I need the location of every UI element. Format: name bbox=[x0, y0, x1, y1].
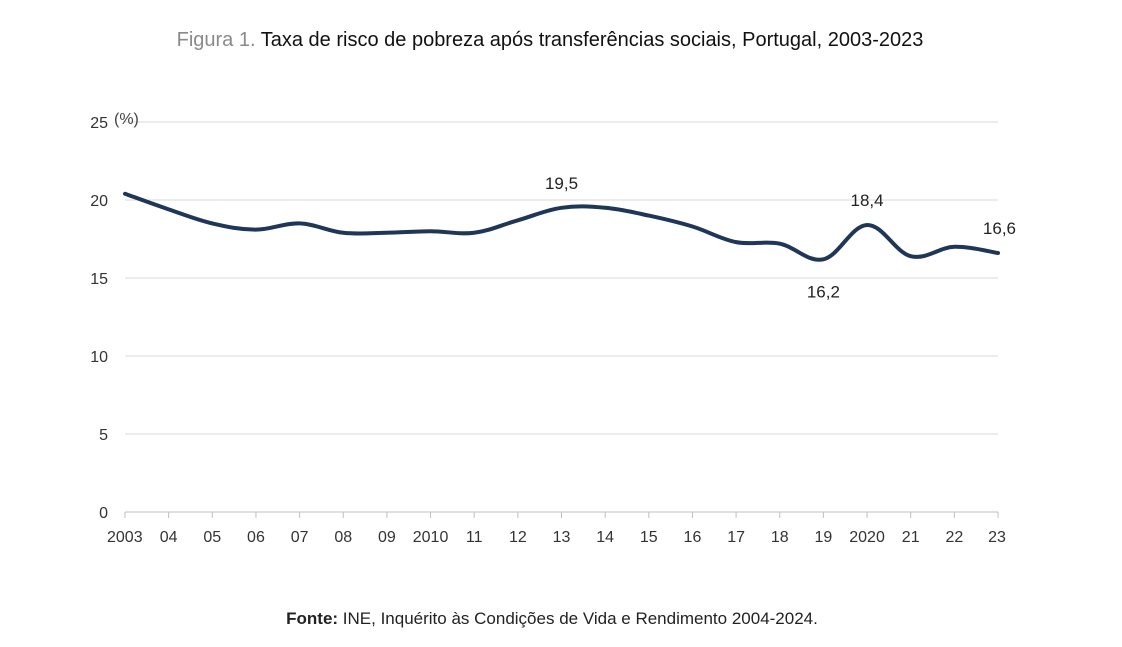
source-text: INE, Inquérito às Condições de Vida e Re… bbox=[342, 609, 818, 628]
x-tick-label: 05 bbox=[203, 529, 221, 546]
source-label: Fonte: bbox=[286, 609, 339, 628]
x-tick-label: 07 bbox=[291, 529, 309, 546]
y-tick-label: 0 bbox=[99, 505, 108, 522]
y-axis-unit-label: (%) bbox=[114, 111, 139, 128]
x-tick-label: 04 bbox=[160, 529, 178, 546]
data-label: 19,5 bbox=[545, 174, 578, 193]
x-tick-label: 2003 bbox=[107, 529, 143, 546]
series-line bbox=[123, 191, 1000, 262]
figure-number: Figura 1. bbox=[176, 29, 256, 51]
x-tick-label: 15 bbox=[640, 529, 658, 546]
data-label: 18,4 bbox=[851, 191, 884, 210]
x-axis: 2003 04 05 06 07 08 09 2010 11 12 13 14 15 16 17 18 19 20… bbox=[107, 512, 1006, 546]
x-tick-label: 12 bbox=[509, 529, 527, 546]
data-labels: 19,5 16,2 18,4 16,6 bbox=[545, 174, 1016, 301]
x-tick-label: 16 bbox=[684, 529, 702, 546]
y-tick-label: 20 bbox=[90, 193, 108, 210]
source-note: Fonte: INE, Inquérito às Condições de Vi… bbox=[0, 608, 1104, 630]
figure-title: Taxa de risco de pobreza após transferên… bbox=[260, 29, 924, 51]
y-tick-label: 5 bbox=[99, 427, 108, 444]
chart-title: Figura 1. Taxa de risco de pobreza após … bbox=[0, 27, 1100, 53]
x-tick-label: 18 bbox=[771, 529, 789, 546]
y-tick-label: 10 bbox=[90, 349, 108, 366]
x-tick-label: 06 bbox=[247, 529, 265, 546]
x-tick-label: 13 bbox=[553, 529, 571, 546]
x-tick-label: 2010 bbox=[413, 529, 449, 546]
x-tick-label: 14 bbox=[596, 529, 614, 546]
x-tick-label: 11 bbox=[466, 529, 483, 546]
x-tick-label: 08 bbox=[334, 529, 352, 546]
y-tick-label: 15 bbox=[90, 271, 108, 288]
x-tick-label: 09 bbox=[378, 529, 396, 546]
x-tick-label: 17 bbox=[727, 529, 745, 546]
data-label: 16,2 bbox=[807, 282, 840, 301]
x-tick-label: 23 bbox=[988, 529, 1006, 546]
x-tick-label: 19 bbox=[815, 529, 833, 546]
x-tick-label: 2020 bbox=[849, 529, 885, 546]
x-tick-label: 21 bbox=[902, 529, 920, 546]
x-tick-label: 22 bbox=[945, 529, 963, 546]
y-tick-label: 25 bbox=[90, 115, 108, 132]
y-axis: 0 5 10 15 20 25 bbox=[90, 115, 108, 522]
data-label: 16,6 bbox=[983, 219, 1016, 238]
